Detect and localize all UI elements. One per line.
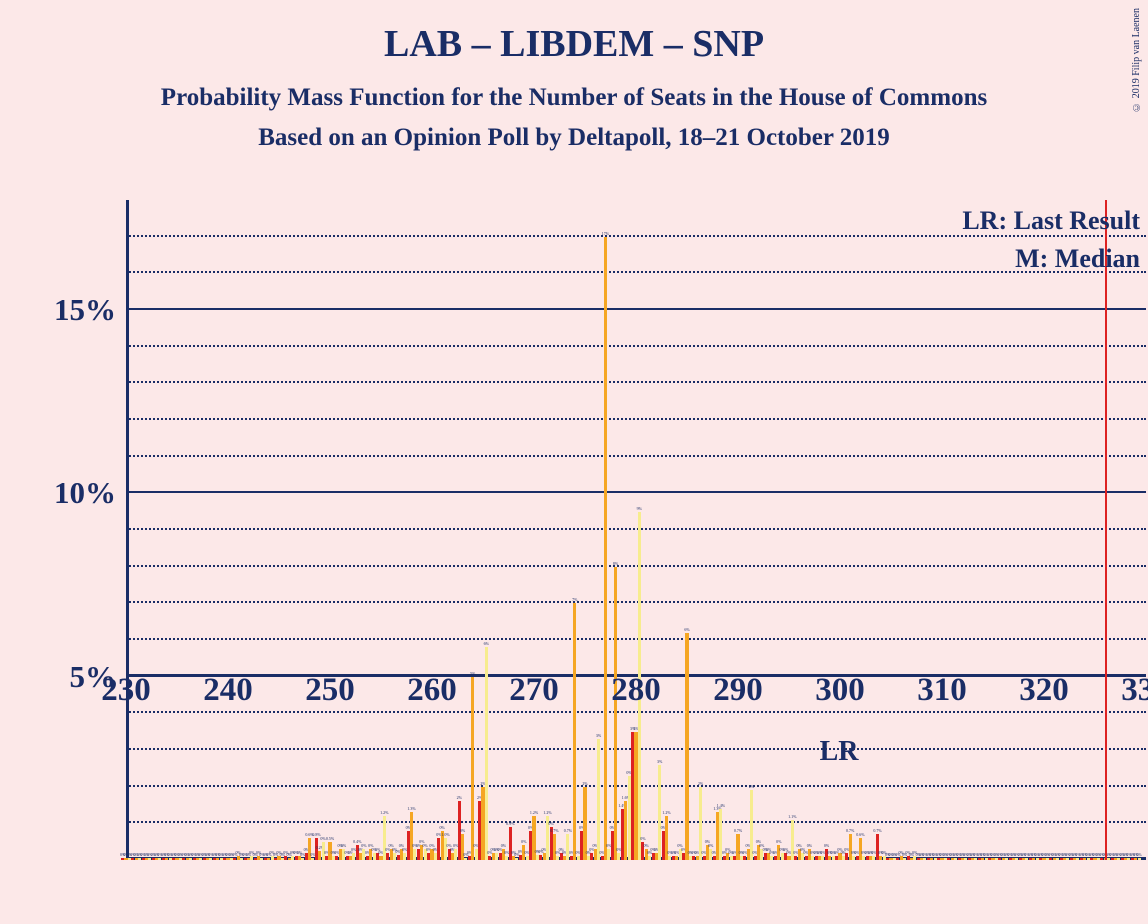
x-tick-label: 280: [611, 672, 661, 709]
bar-series-2: 3%: [597, 739, 600, 860]
gridline-minor: [126, 345, 1146, 347]
bar-value-label: 0%: [548, 821, 553, 826]
bar-value-label: 0%: [1136, 852, 1141, 857]
bar-value-label: 1.0%: [441, 832, 449, 837]
legend-lr: LR: Last Result: [962, 206, 1140, 236]
bar-value-label: 8%: [613, 561, 618, 566]
bar-value-label: 1.3%: [407, 806, 415, 811]
x-tick-label: 330: [1121, 672, 1148, 709]
bar-series-1: 2%: [583, 787, 586, 860]
bar-value-label: 0%: [521, 839, 526, 844]
bar-value-label: 0%: [776, 839, 781, 844]
bar-value-label: 17%: [602, 231, 609, 236]
gridline-minor: [126, 638, 1146, 640]
bar-series-1: 17%: [604, 237, 607, 860]
bar-value-label: 0.7%: [550, 828, 558, 833]
bar-value-label: 0.7%: [846, 828, 854, 833]
bar-value-label: 1.2%: [543, 810, 551, 815]
y-axis: [126, 200, 129, 860]
bar-value-label: 0%: [807, 843, 812, 848]
bar-value-label: 0%: [824, 843, 829, 848]
bar-value-label: 0%: [361, 843, 366, 848]
y-tick-label: 10%: [54, 475, 116, 511]
chart-subtitle2: Based on an Opinion Poll by Deltapoll, 1…: [0, 112, 1148, 152]
x-tick-label: 300: [815, 672, 865, 709]
bar-value-label: 1.4%: [717, 803, 725, 808]
bar-value-label: 0.8%: [312, 832, 320, 837]
last-result-line: [1105, 200, 1107, 860]
gridline-minor: [126, 418, 1146, 420]
gridline-minor: [126, 711, 1146, 713]
bar-value-label: 6%: [684, 627, 689, 632]
x-tick-label: 250: [305, 672, 355, 709]
x-tick-label: 320: [1019, 672, 1069, 709]
bar-value-label: 3%: [657, 759, 662, 764]
bar-value-label: 0.7%: [564, 828, 572, 833]
x-tick-label: 270: [509, 672, 559, 709]
bar-value-label: 6%: [484, 641, 489, 646]
bar-value-label: 3%: [596, 733, 601, 738]
x-tick-label: 230: [101, 672, 151, 709]
bar-value-label: 1.2%: [380, 810, 388, 815]
bar-series-1: 5%: [471, 677, 474, 860]
y-tick-label: 15%: [54, 292, 116, 328]
bar-series-2: 2%: [699, 787, 702, 860]
bar-series-1: 8%: [614, 567, 617, 860]
bar-value-label: 0%: [640, 836, 645, 841]
bar-series-2: 6%: [485, 647, 488, 860]
gridline-minor: [126, 271, 1146, 273]
bar-value-label: 0.6%: [856, 832, 864, 837]
bar-value-label: 2%: [698, 781, 703, 786]
x-tick-label: 240: [203, 672, 253, 709]
bar-value-label: 1.2%: [530, 810, 538, 815]
bar-value-label: 5%: [470, 671, 475, 676]
bar-value-label: 0%: [460, 828, 465, 833]
bar-value-label: 2%: [749, 784, 754, 789]
gridline-minor: [126, 565, 1146, 567]
bar-value-label: 7%: [572, 597, 577, 602]
bar-series-2: 0%: [1138, 858, 1141, 860]
x-tick-label: 290: [713, 672, 763, 709]
gridline-minor: [126, 455, 1146, 457]
x-tick-label: 310: [917, 672, 967, 709]
chart-subtitle: Probability Mass Function for the Number…: [0, 66, 1148, 112]
bar-value-label: 9%: [637, 506, 642, 511]
bar-series-1: 7%: [573, 603, 576, 860]
gridline-minor: [126, 601, 1146, 603]
bar-value-label: 0%: [440, 825, 445, 830]
chart-plot-area: 0%0%0%0%0%0%0%0%0%0%0%0%0%0%0%0%0%0%0%0%…: [126, 200, 1146, 860]
bar-value-label: 1.2%: [662, 810, 670, 815]
legend-m: M: Median: [1015, 244, 1140, 274]
gridline-major: [126, 308, 1146, 311]
chart-title: LAB – LIBDEM – SNP: [0, 0, 1148, 66]
bar-value-label: 0%: [501, 843, 506, 848]
bar-value-label: 0.7%: [873, 828, 881, 833]
x-tick-label: 260: [407, 672, 457, 709]
bar-value-label: 2%: [457, 795, 462, 800]
bar-value-label: 0.9%: [506, 821, 514, 826]
bar-value-label: 0%: [341, 843, 346, 848]
gridline-minor: [126, 528, 1146, 530]
bar-value-label: 0.5%: [326, 836, 334, 841]
gridline-major: [126, 491, 1146, 494]
copyright-text: © 2019 Filip van Laenen: [1131, 8, 1142, 112]
bar-value-label: 0.4%: [353, 839, 361, 844]
bar-value-label: 0%: [708, 843, 713, 848]
bar-value-label: 0%: [644, 843, 649, 848]
bar-value-label: 2%: [582, 781, 587, 786]
lr-marker-label: LR: [820, 736, 859, 768]
bar-value-label: 0.7%: [734, 828, 742, 833]
bar-series-1: 6%: [685, 633, 688, 860]
gridline-minor: [126, 381, 1146, 383]
bar-value-label: 1.1%: [788, 814, 796, 819]
